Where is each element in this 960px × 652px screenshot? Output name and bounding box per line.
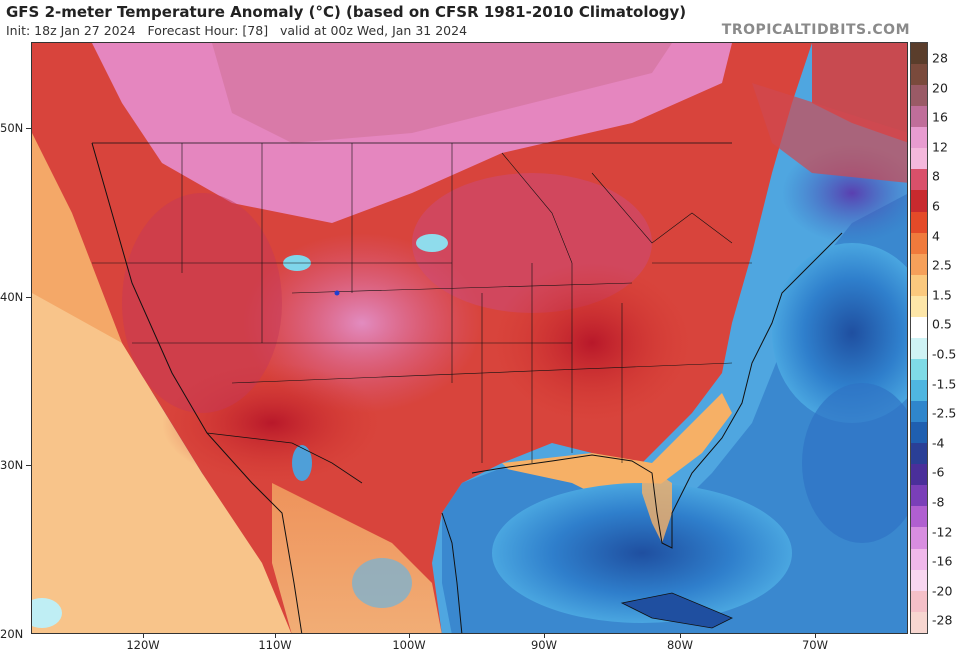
lon-label-90w: 90W (530, 638, 558, 652)
colorbar-label: 4 (932, 228, 940, 244)
colorbar-swatch (911, 127, 927, 149)
colorbar-label: -20 (932, 583, 953, 599)
colorbar-swatch (911, 569, 927, 591)
colorbar-label: -12 (932, 524, 953, 540)
lon-tick (143, 634, 144, 638)
colorbar-swatch (911, 316, 927, 338)
colorbar-label: 0.5 (932, 316, 952, 332)
lat-label-50n: 50N (0, 121, 24, 135)
lon-tick (815, 634, 816, 638)
lon-label-100w: 100W (392, 638, 426, 652)
colorbar-label: -16 (932, 553, 953, 569)
map-subtitle: Init: 18z Jan 27 2024 Forecast Hour: [78… (6, 23, 467, 38)
colorbar-swatch (911, 274, 927, 296)
lat-tick (26, 128, 31, 129)
colorbar-label: 1.5 (932, 287, 952, 303)
lon-label-70w: 70W (801, 638, 829, 652)
colorbar-label: 20 (932, 80, 948, 96)
colorbar-label: 28 (932, 50, 948, 66)
lat-label-20n: 20N (0, 627, 24, 641)
colorbar-label: -8 (932, 494, 945, 510)
colorbar-label: -4 (932, 435, 945, 451)
colorbar-label: 6 (932, 198, 940, 214)
colorbar-label: 8 (932, 168, 940, 184)
colorbar-label: -2.5 (932, 405, 957, 421)
colorbar-swatch (911, 232, 927, 254)
colorbar-swatch (911, 64, 927, 86)
colorbar-swatch (911, 43, 927, 65)
colorbar-swatch (911, 401, 927, 423)
map-title: GFS 2-meter Temperature Anomaly (°C) (ba… (6, 3, 687, 21)
lon-label-110w: 110W (258, 638, 292, 652)
lon-tick (544, 634, 545, 638)
colorbar-label: 12 (932, 139, 948, 155)
colorbar-label: -6 (932, 464, 945, 480)
lon-tick (409, 634, 410, 638)
colorbar-swatch (911, 169, 927, 191)
lat-tick (26, 297, 31, 298)
colorbar-swatch (911, 295, 927, 317)
colorbar-swatch (911, 380, 927, 402)
temperature-anomaly-map (31, 42, 908, 634)
colorbar-swatch (911, 337, 927, 359)
colorbar-swatch (911, 548, 927, 570)
lon-tick (680, 634, 681, 638)
lat-label-40n: 40N (0, 290, 24, 304)
colorbar-swatch (911, 611, 927, 633)
colorbar-label: 16 (932, 109, 948, 125)
colorbar-swatch (911, 506, 927, 528)
marker-dot (334, 290, 340, 296)
colorbar-label: -1.5 (932, 376, 957, 392)
colorbar-swatch (911, 253, 927, 275)
colorbar-swatch (911, 485, 927, 507)
lon-label-80w: 80W (666, 638, 694, 652)
colorbar-swatch (911, 358, 927, 380)
colorbar-swatch (911, 464, 927, 486)
colorbar-swatch (911, 590, 927, 612)
lon-tick (275, 634, 276, 638)
colorbar-swatch (911, 106, 927, 128)
watermark: TROPICALTIDBITS.COM (721, 22, 910, 38)
colorbar (910, 42, 928, 634)
colorbar-swatch (911, 148, 927, 170)
colorbar-swatch (911, 85, 927, 107)
lat-tick (26, 465, 31, 466)
colorbar-swatch (911, 527, 927, 549)
forecast-hour: Forecast Hour: [78] (147, 23, 269, 38)
colorbar-label: -0.5 (932, 346, 957, 362)
lon-label-120w: 120W (126, 638, 160, 652)
colorbar-swatch (911, 443, 927, 465)
colorbar-label: -28 (932, 612, 953, 628)
lat-label-30n: 30N (0, 458, 24, 472)
colorbar-label: 2.5 (932, 257, 952, 273)
map-canvas (32, 43, 907, 633)
valid-time: valid at 00z Wed, Jan 31 2024 (280, 23, 468, 38)
colorbar-swatch (911, 422, 927, 444)
colorbar-swatch (911, 211, 927, 233)
init-time: Init: 18z Jan 27 2024 (6, 23, 136, 38)
colorbar-swatch (911, 190, 927, 212)
